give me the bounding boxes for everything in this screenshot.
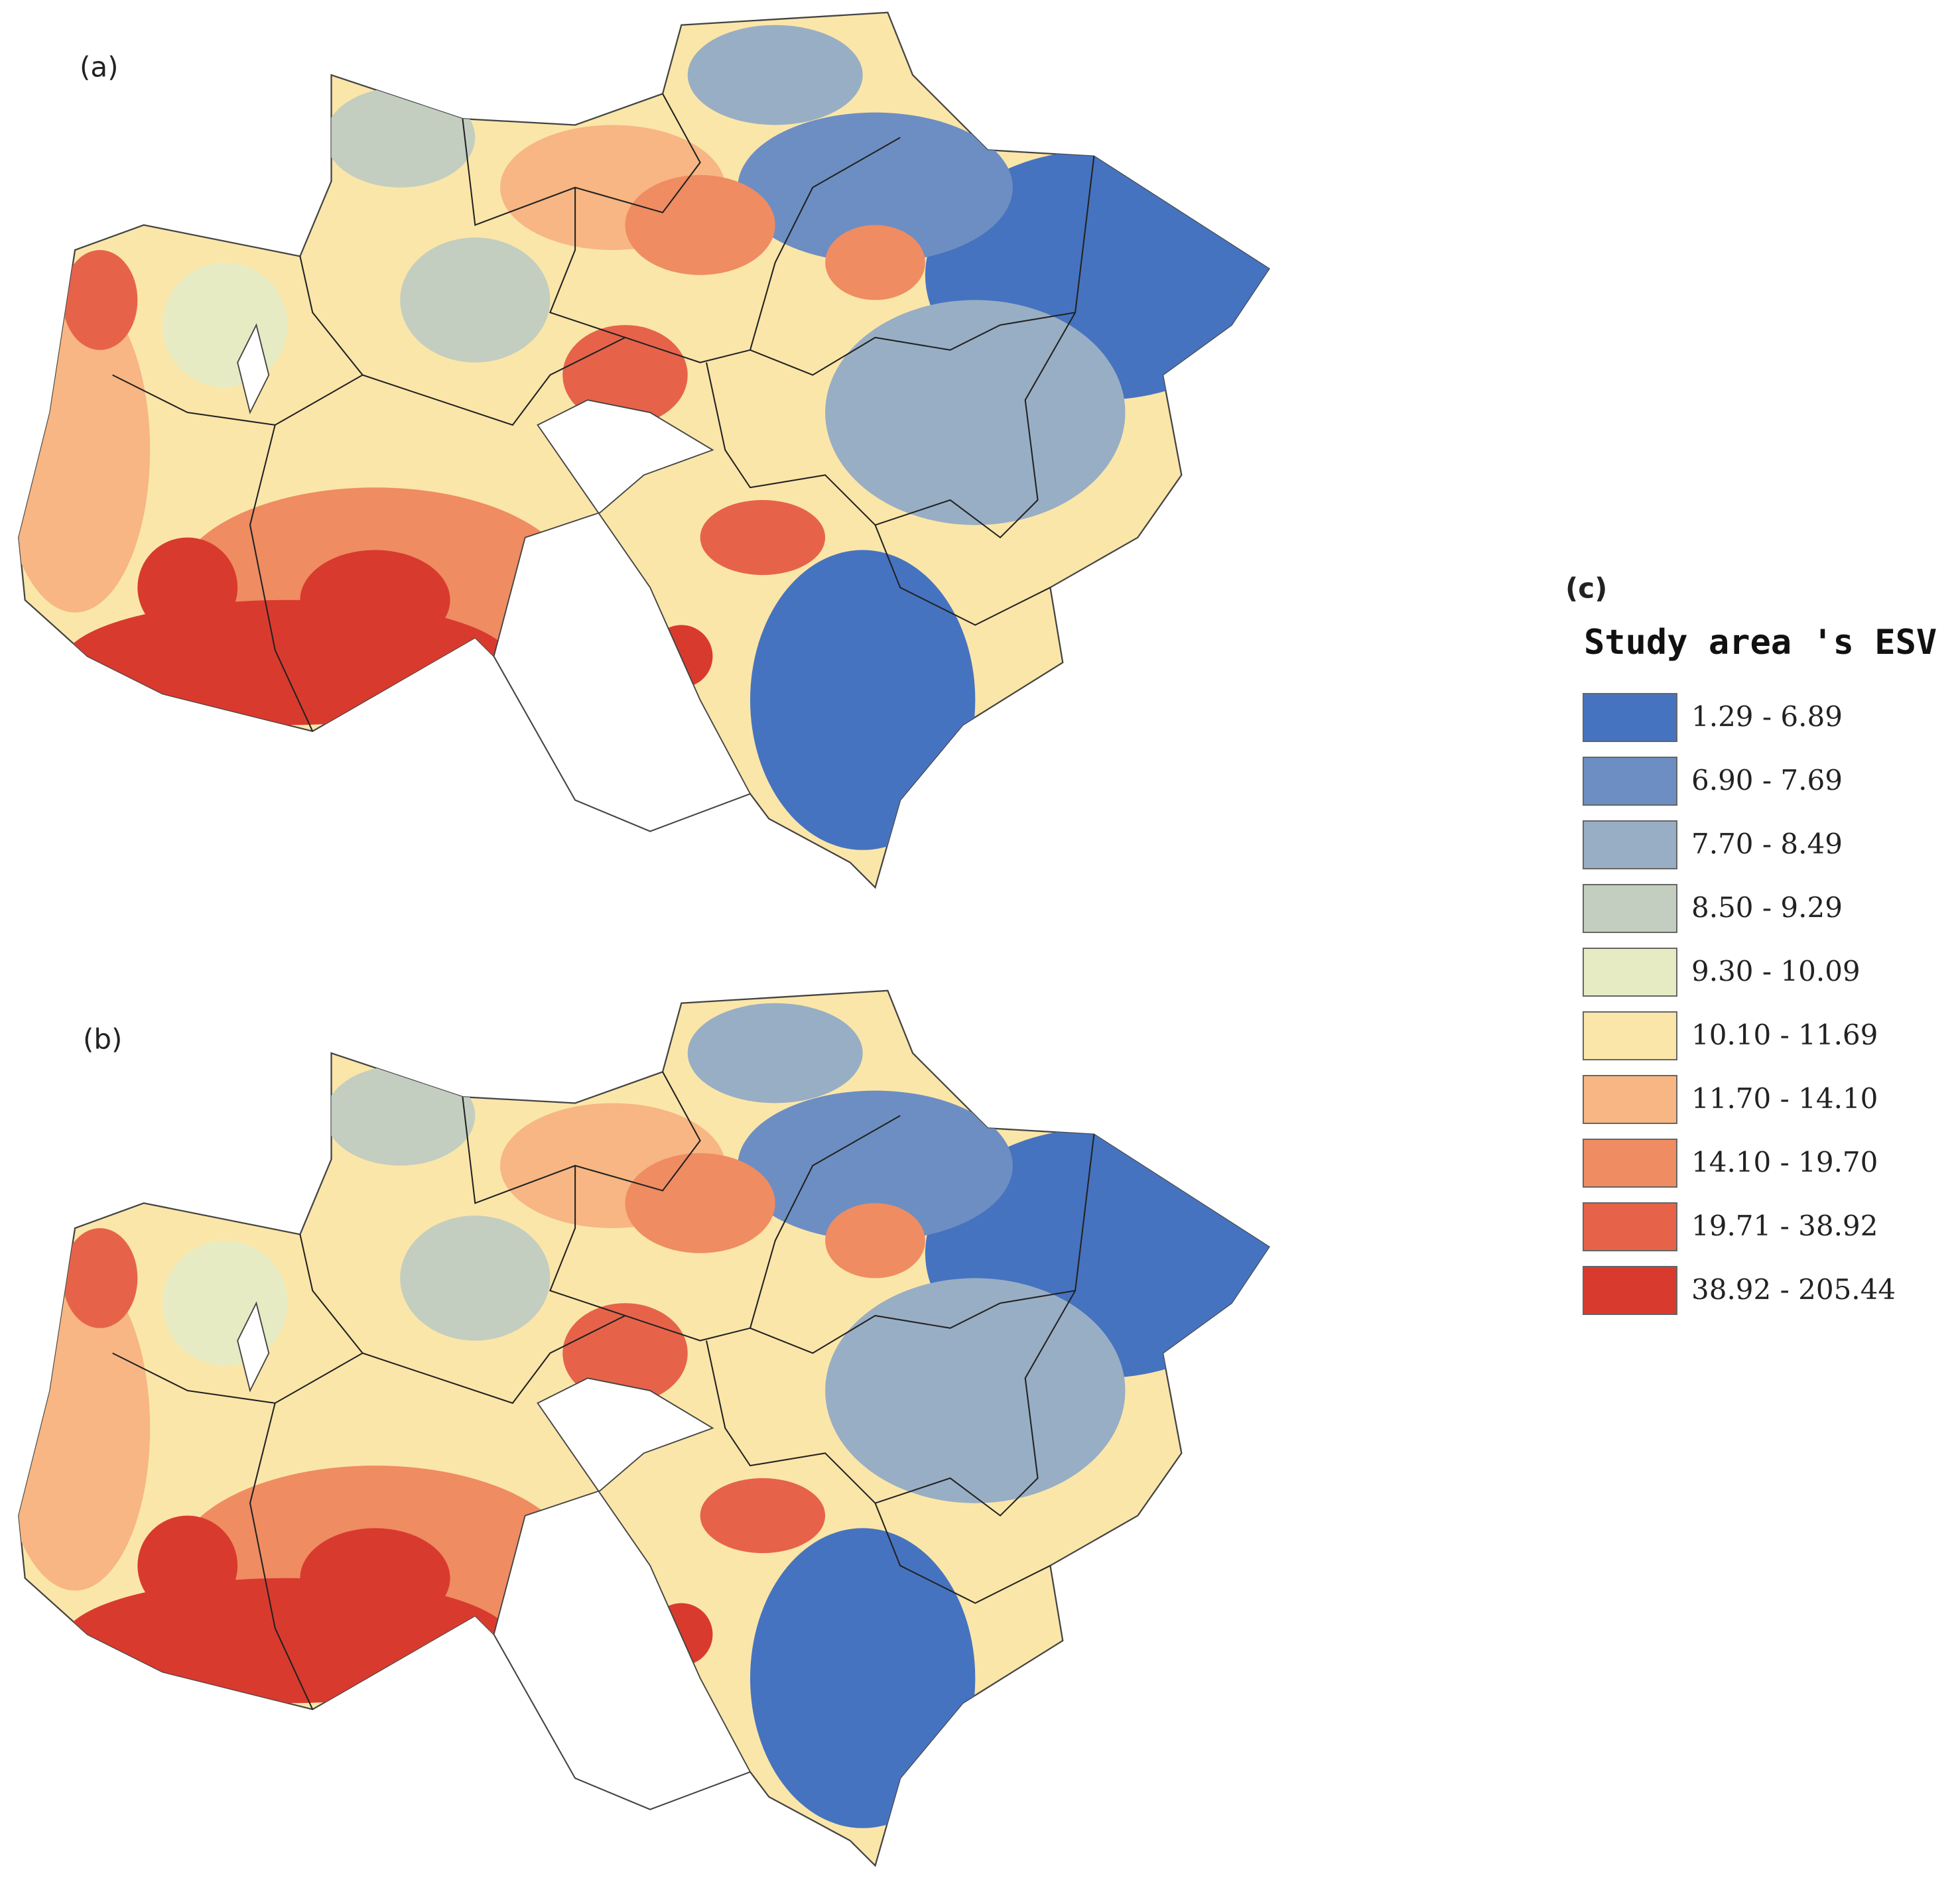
legend-swatch [1583, 820, 1677, 869]
legend-swatch [1583, 1075, 1677, 1124]
legend-swatch [1583, 1139, 1677, 1188]
legend-title: Study area 's ESV [1584, 623, 1937, 662]
legend-item-label: 8.50 - 9.29 [1691, 891, 1843, 924]
legend-item-label: 9.30 - 10.09 [1691, 955, 1861, 987]
legend-swatch [1583, 757, 1677, 806]
legend-swatch [1583, 1266, 1677, 1315]
legend-item-label: 10.10 - 11.69 [1691, 1019, 1878, 1051]
legend-label: (c) [1565, 572, 1607, 605]
panel-label: (b) [83, 1023, 122, 1056]
legend-item-label: 14.10 - 19.70 [1691, 1146, 1878, 1178]
legend-item-label: 7.70 - 8.49 [1691, 828, 1843, 860]
legend: 1.29 - 6.89 6.90 - 7.69 7.70 - 8.49 8.50 - … [1583, 693, 1896, 1315]
legend-swatch [1583, 1202, 1677, 1251]
legend-item-label: 1.29 - 6.89 [1691, 700, 1843, 733]
legend-swatch [1583, 884, 1677, 933]
legend-item-label: 38.92 - 205.44 [1691, 1273, 1896, 1306]
legend-item-label: 19.71 - 38.92 [1691, 1210, 1878, 1242]
legend-item-label: 6.90 - 7.69 [1691, 764, 1843, 796]
legend-item-label: 11.70 - 14.10 [1691, 1082, 1878, 1115]
legend-swatch [1583, 693, 1677, 742]
legend-swatch [1583, 1011, 1677, 1060]
panel-label: (a) [80, 51, 119, 84]
legend-swatch [1583, 948, 1677, 997]
